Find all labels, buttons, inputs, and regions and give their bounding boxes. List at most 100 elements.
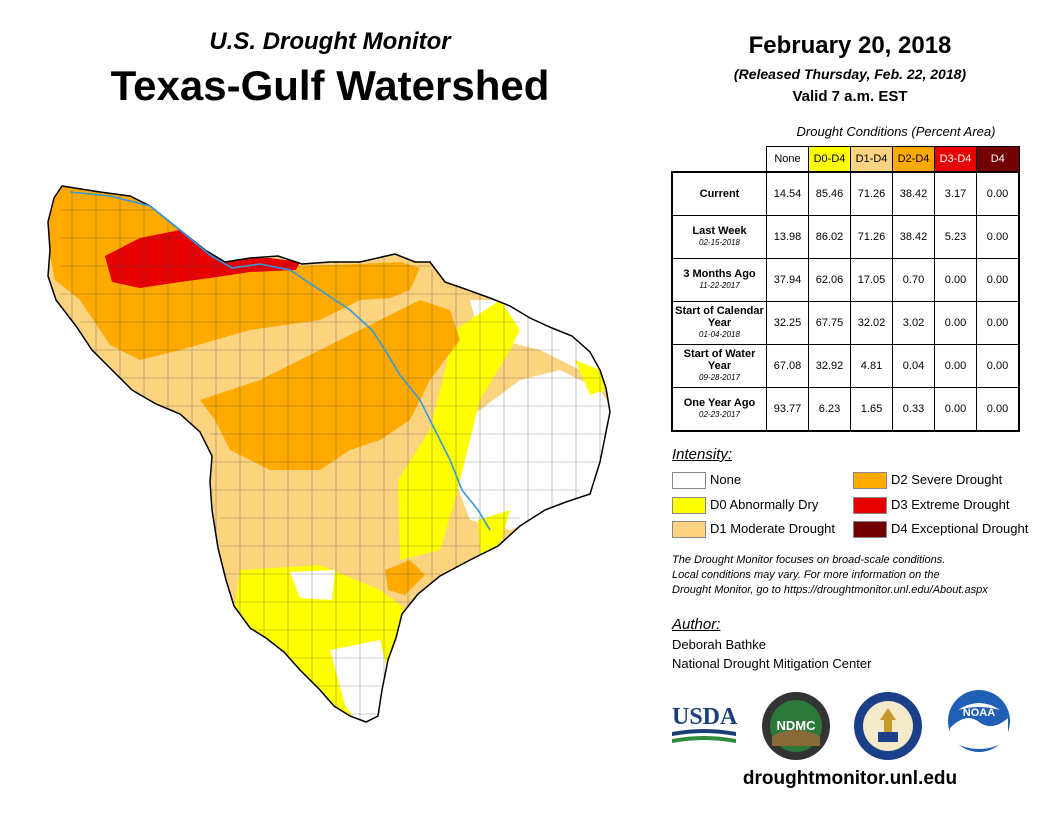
table-cell: 71.26 xyxy=(850,215,893,259)
col-header-d2-d4: D2-D4 xyxy=(892,146,935,173)
usda-logo-text: USDA xyxy=(672,704,738,730)
table-cell: 38.42 xyxy=(892,215,935,259)
table-cell: 0.00 xyxy=(976,215,1020,259)
table-row: Start of Calendar Year 01-04-2018 32.25 6… xyxy=(671,301,1020,345)
table-cell: 32.25 xyxy=(766,301,809,345)
legend-label: D3 Extreme Drought xyxy=(891,497,1010,512)
legend-label: D4 Exceptional Drought xyxy=(891,521,1029,536)
table-cell: 3.02 xyxy=(892,301,935,345)
none-southwest-patch xyxy=(290,570,335,600)
d2-south-patch xyxy=(385,560,425,595)
ndmc-logo: NDMC xyxy=(762,692,830,760)
table-cell: 5.23 xyxy=(934,215,977,259)
table-cell: 71.26 xyxy=(850,171,893,216)
table-cell: 0.00 xyxy=(976,344,1020,388)
row-label-text: Start of Water Year xyxy=(683,348,756,372)
row-label: 3 Months Ago 11-22-2017 xyxy=(671,258,767,302)
col-header-d1-d4: D1-D4 xyxy=(850,146,893,173)
row-label-text: One Year Ago xyxy=(683,397,756,409)
table-cell: 6.23 xyxy=(808,387,851,432)
col-header-d4: D4 xyxy=(976,146,1020,173)
legend-label: D2 Severe Drought xyxy=(891,472,1003,487)
table-row: One Year Ago 02-23-2017 93.77 6.23 1.65 0… xyxy=(671,387,1020,432)
table-cell: 86.02 xyxy=(808,215,851,259)
legend-swatch xyxy=(672,497,706,514)
col-header-none: None xyxy=(766,146,809,173)
col-header-d3-d4: D3-D4 xyxy=(934,146,977,173)
legend-swatch xyxy=(853,497,887,514)
row-label: Start of Calendar Year 01-04-2018 xyxy=(671,301,767,345)
table-cell: 17.05 xyxy=(850,258,893,302)
table-cell: 38.42 xyxy=(892,171,935,216)
row-label-text: 3 Months Ago xyxy=(683,268,756,280)
table-row: 3 Months Ago 11-22-2017 37.94 62.06 17.05… xyxy=(671,258,1020,302)
table-cell: 0.00 xyxy=(976,301,1020,345)
table-cell: 0.00 xyxy=(934,301,977,345)
table-cell: 0.70 xyxy=(892,258,935,302)
row-label-text: Start of Calendar Year xyxy=(675,305,764,329)
legend-label: None xyxy=(710,472,742,487)
d0-northeast-patch xyxy=(575,360,605,395)
website-url[interactable]: droughtmonitor.unl.edu xyxy=(742,768,958,789)
table-cell: 0.00 xyxy=(934,344,977,388)
table-cell: 1.65 xyxy=(850,387,893,432)
row-date: 09-28-2017 xyxy=(699,373,740,382)
row-label: Current xyxy=(671,171,767,216)
table-cell: 3.17 xyxy=(934,171,977,216)
legend-swatch xyxy=(672,521,706,538)
row-label: Last Week 02-15-2018 xyxy=(671,215,767,259)
d2-central-region xyxy=(200,300,460,470)
table-cell: 0.00 xyxy=(934,387,977,432)
table-cell: 14.54 xyxy=(766,171,809,216)
d0-east-region xyxy=(398,300,520,560)
row-label: One Year Ago 02-23-2017 xyxy=(671,387,767,432)
legend-swatch xyxy=(672,472,706,489)
disclaimer-text: The Drought Monitor focuses on broad-sca… xyxy=(672,553,1032,598)
table-cell: 4.81 xyxy=(850,344,893,388)
table-cell: 67.75 xyxy=(808,301,851,345)
legend-title: Intensity: xyxy=(672,446,733,463)
table-cell: 93.77 xyxy=(766,387,809,432)
legend-label: D0 Abnormally Dry xyxy=(710,497,819,512)
usda-logo: USDA xyxy=(672,704,738,743)
noaa-logo: NOAA xyxy=(948,690,1010,752)
table-cell: 0.00 xyxy=(976,387,1020,432)
table-cell: 32.92 xyxy=(808,344,851,388)
author-organization: National Drought Mitigation Center xyxy=(672,656,872,671)
table-cell: 67.08 xyxy=(766,344,809,388)
table-cell: 0.00 xyxy=(976,171,1020,216)
table-row: Current 14.54 85.46 71.26 38.42 3.17 0.0… xyxy=(671,171,1020,216)
table-cell: 0.33 xyxy=(892,387,935,432)
row-label-text: Last Week xyxy=(692,225,747,237)
row-date: 02-23-2017 xyxy=(699,410,740,419)
author-name: Deborah Bathke xyxy=(672,637,766,652)
release-date: (Released Thursday, Feb. 22, 2018) xyxy=(733,66,967,82)
county-grid xyxy=(60,190,610,720)
table-cell: 62.06 xyxy=(808,258,851,302)
table-cell: 0.00 xyxy=(934,258,977,302)
disclaimer-line: Drought Monitor, go to https://droughtmo… xyxy=(672,584,988,596)
drought-map xyxy=(47,185,611,723)
river-line xyxy=(69,191,491,531)
map-date: February 20, 2018 xyxy=(748,32,952,59)
legend-label: D1 Moderate Drought xyxy=(710,521,836,536)
page-title: Texas-Gulf Watershed xyxy=(110,62,550,109)
row-label-text: Current xyxy=(699,188,740,200)
table-caption: Drought Conditions (Percent Area) xyxy=(796,124,996,139)
col-header-d0-d4: D0-D4 xyxy=(808,146,851,173)
legend-swatch xyxy=(853,472,887,489)
table-cell: 37.94 xyxy=(766,258,809,302)
disclaimer-line: The Drought Monitor focuses on broad-sca… xyxy=(672,554,946,566)
table-corner xyxy=(672,147,767,173)
table-cell: 13.98 xyxy=(766,215,809,259)
valid-time: Valid 7 a.m. EST xyxy=(792,88,908,105)
row-label: Start of Water Year 09-28-2017 xyxy=(671,344,767,388)
drought-stats-table: None D0-D4 D1-D4 D2-D4 D3-D4 D4 Current … xyxy=(671,146,1020,432)
d3-panhandle-region xyxy=(105,230,300,288)
table-header-row: None D0-D4 D1-D4 D2-D4 D3-D4 D4 xyxy=(672,146,1020,173)
map-subtitle: U.S. Drought Monitor xyxy=(209,28,451,55)
row-date: 02-15-2018 xyxy=(699,238,740,247)
row-date: 11-22-2017 xyxy=(699,281,740,290)
table-cell: 0.00 xyxy=(976,258,1020,302)
table-row: Last Week 02-15-2018 13.98 86.02 71.26 38… xyxy=(671,215,1020,259)
